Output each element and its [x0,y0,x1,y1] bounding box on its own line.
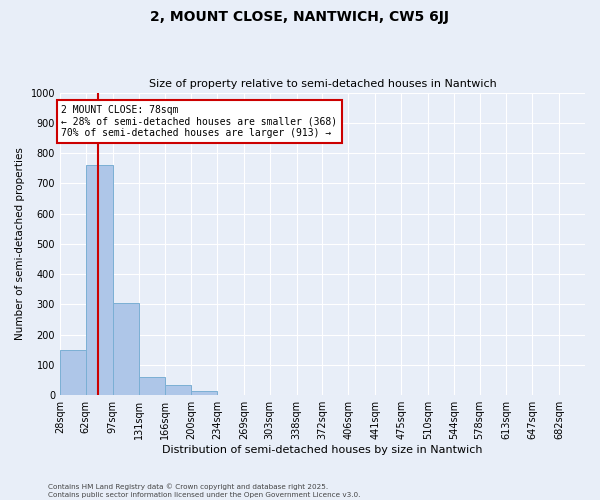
Bar [60,350,86,395]
Bar [113,303,139,395]
Text: 2 MOUNT CLOSE: 78sqm
← 28% of semi-detached houses are smaller (368)
70% of semi: 2 MOUNT CLOSE: 78sqm ← 28% of semi-detac… [61,104,338,138]
Bar [86,165,113,395]
Text: Contains HM Land Registry data © Crown copyright and database right 2025.
Contai: Contains HM Land Registry data © Crown c… [48,484,361,498]
Bar [165,384,191,395]
Y-axis label: Number of semi-detached properties: Number of semi-detached properties [15,148,25,340]
Title: Size of property relative to semi-detached houses in Nantwich: Size of property relative to semi-detach… [149,79,496,89]
X-axis label: Distribution of semi-detached houses by size in Nantwich: Distribution of semi-detached houses by … [162,445,483,455]
Text: 2, MOUNT CLOSE, NANTWICH, CW5 6JJ: 2, MOUNT CLOSE, NANTWICH, CW5 6JJ [151,10,449,24]
Bar [139,377,165,395]
Bar [191,390,217,395]
